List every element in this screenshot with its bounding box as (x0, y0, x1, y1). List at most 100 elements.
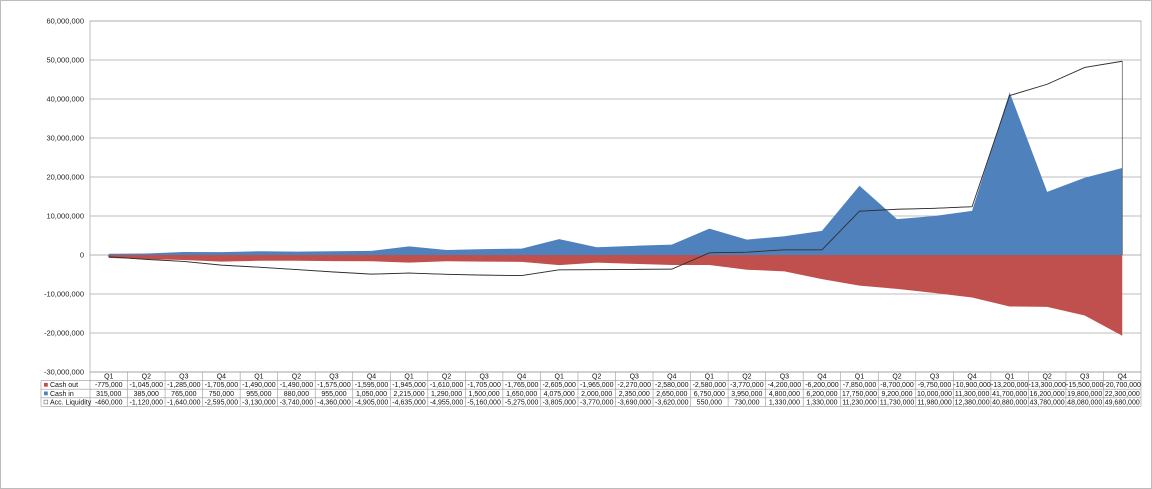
x-tick-label: Q3 (329, 374, 338, 381)
series-areas (108, 92, 1123, 336)
data-label: -3,770,000 (580, 399, 614, 406)
data-label: 750,000 (209, 391, 234, 398)
data-label: -3,620,000 (655, 399, 689, 406)
data-label: 1,330,000 (769, 399, 800, 406)
x-tick-label: Q1 (104, 374, 113, 381)
data-label: -13,200,000 (991, 382, 1028, 389)
x-tick-label: Q4 (367, 374, 376, 381)
data-label: -2,580,000 (693, 382, 727, 389)
data-label: -2,595,000 (205, 399, 239, 406)
data-label: -2,580,000 (655, 382, 689, 389)
y-tick-label: -30,000,000 (44, 368, 84, 377)
x-tick-label: Q2 (892, 374, 901, 381)
data-label: -1,595,000 (355, 382, 389, 389)
y-tick-label: 50,000,000 (46, 56, 84, 65)
x-tick-label: Q3 (179, 374, 188, 381)
x-tick-label: Q3 (780, 374, 789, 381)
data-label: -1,945,000 (392, 382, 426, 389)
data-label: -4,200,000 (768, 382, 802, 389)
data-label: -13,300,000 (1028, 382, 1065, 389)
data-label: 4,800,000 (769, 391, 800, 398)
data-label: -3,130,000 (242, 399, 276, 406)
data-label: -3,690,000 (618, 399, 652, 406)
data-label: -4,905,000 (355, 399, 389, 406)
data-label: -460,000 (95, 399, 123, 406)
data-label: -8,700,000 (880, 382, 914, 389)
legend-swatch (44, 382, 48, 387)
data-label: -5,275,000 (505, 399, 539, 406)
x-tick-label: Q4 (1118, 374, 1127, 381)
x-tick-label: Q2 (742, 374, 751, 381)
data-label: -1,765,000 (505, 382, 539, 389)
data-label: 22,300,000 (1105, 391, 1140, 398)
y-tick-label: 0 (80, 251, 84, 260)
x-tick-label: Q2 (292, 374, 301, 381)
data-label: -1,490,000 (280, 382, 314, 389)
data-label: 11,230,000 (842, 399, 877, 406)
x-tick-label: Q1 (855, 374, 864, 381)
data-label: 11,300,000 (955, 391, 990, 398)
data-table: Q1 Q2 Q3 Q4 Q1 Q2 Q3 Q4 Q1 Q2 Q3 Q4 Q1 Q2 Q3 Q4 Q1 Q2 Q3 Q4… (40, 371, 1142, 407)
data-label: 2,650,000 (656, 391, 687, 398)
data-label: 10,000,000 (917, 391, 952, 398)
data-label: -2,270,000 (618, 382, 652, 389)
data-label: 1,500,000 (469, 391, 500, 398)
data-label: 41,700,000 (992, 391, 1027, 398)
data-label: 9,200,000 (881, 391, 912, 398)
y-tick-label: 40,000,000 (46, 95, 84, 104)
data-label: 955,000 (246, 391, 271, 398)
data-label: 49,680,000 (1105, 399, 1140, 406)
x-tick-label: Q2 (592, 374, 601, 381)
series-area-cash-in (108, 92, 1123, 256)
data-label: -4,635,000 (392, 399, 426, 406)
data-label: -15,500,000 (1066, 382, 1103, 389)
data-label: 16,200,000 (1030, 391, 1065, 398)
y-tick-label: 10,000,000 (46, 212, 84, 221)
data-label: -9,750,000 (918, 382, 952, 389)
y-tick-label: 60,000,000 (46, 17, 84, 26)
data-label: -1,965,000 (580, 382, 614, 389)
data-label: -6,200,000 (805, 382, 839, 389)
x-tick-label: Q1 (404, 374, 413, 381)
data-label: 48,080,000 (1067, 399, 1102, 406)
series-area-cash-out (108, 255, 1123, 336)
x-tick-label: Q4 (667, 374, 676, 381)
data-label: -1,640,000 (167, 399, 201, 406)
data-label: 11,730,000 (880, 399, 915, 406)
x-tick-label: Q1 (254, 374, 263, 381)
data-label: -1,285,000 (167, 382, 201, 389)
data-label: -1,610,000 (430, 382, 464, 389)
legend-swatch (44, 391, 48, 396)
data-label: -20,700,000 (1104, 382, 1141, 389)
data-label: 730,000 (734, 399, 759, 406)
data-label: -775,000 (95, 382, 123, 389)
data-label: 1,330,000 (806, 399, 837, 406)
data-label: -1,045,000 (130, 382, 164, 389)
x-tick-label: Q2 (142, 374, 151, 381)
data-label: 6,750,000 (694, 391, 725, 398)
x-tick-label: Q2 (442, 374, 451, 381)
x-tick-label: Q3 (1080, 374, 1089, 381)
data-label: 550,000 (697, 399, 722, 406)
data-label: 43,780,000 (1030, 399, 1065, 406)
legend-label: Cash in (50, 391, 74, 398)
data-label: 385,000 (134, 391, 159, 398)
data-label: 315,000 (96, 391, 121, 398)
data-label: 765,000 (171, 391, 196, 398)
x-tick-label: Q3 (479, 374, 488, 381)
legend-label: Cash out (50, 382, 78, 389)
data-label: 2,350,000 (619, 391, 650, 398)
x-tick-label: Q2 (1042, 374, 1051, 381)
data-label: 1,650,000 (506, 391, 537, 398)
data-label: 4,075,000 (544, 391, 575, 398)
data-label: -1,705,000 (205, 382, 239, 389)
data-label: 955,000 (321, 391, 346, 398)
legend-label: Acc. Liquidity (50, 399, 92, 406)
data-label: -3,770,000 (730, 382, 764, 389)
series-line-acc-liquidity-drop (108, 60, 1123, 276)
x-tick-label: Q4 (517, 374, 526, 381)
x-tick-label: Q1 (555, 374, 564, 381)
data-label: -7,850,000 (843, 382, 877, 389)
x-tick-label: Q1 (1005, 374, 1014, 381)
data-label: -1,705,000 (467, 382, 501, 389)
